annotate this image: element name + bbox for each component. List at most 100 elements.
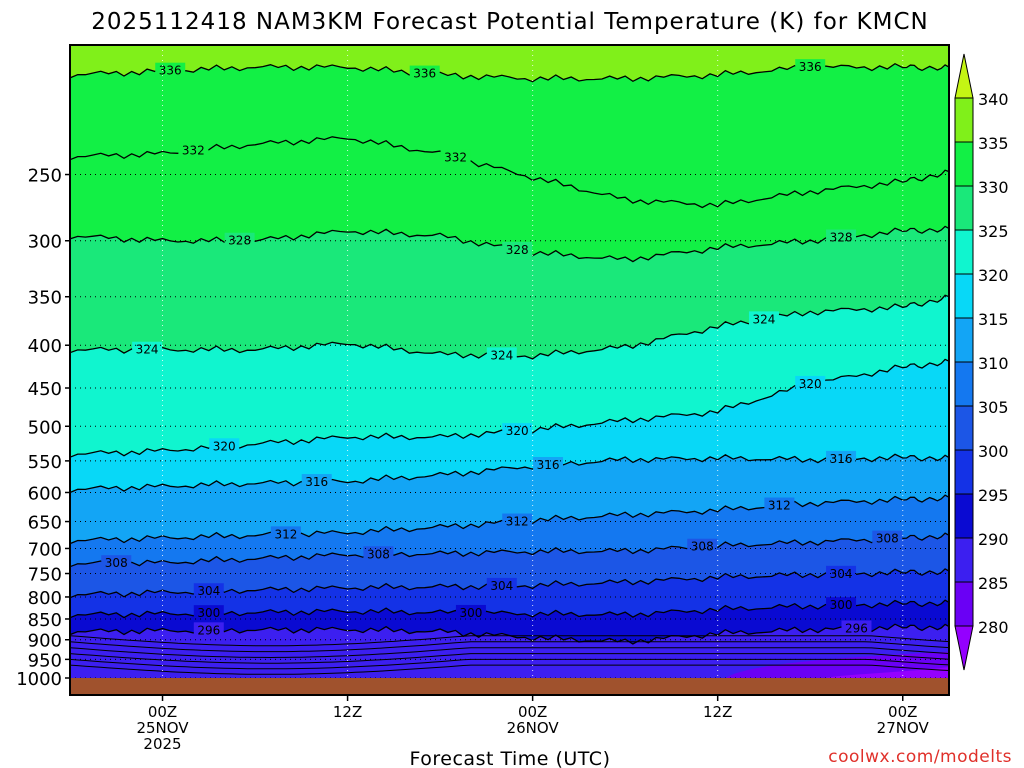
x-tick-label: 27NOV: [877, 719, 930, 737]
contour-label-324: 324: [132, 341, 163, 357]
contour-line-low-5: [69, 664, 950, 675]
contour-label-304: 304: [193, 583, 224, 598]
contour-label-316: 316: [826, 450, 857, 466]
contour-label-296: 296: [193, 622, 224, 637]
contour-label-bg: [178, 142, 209, 157]
contour-label-text: 300: [197, 606, 220, 620]
y-axis: 2503003504004505005506006507007508008509…: [16, 166, 70, 690]
contour-label-312: 312: [502, 513, 533, 529]
colorbar-label: 305: [978, 398, 1009, 417]
contour-label-text: 300: [830, 598, 853, 612]
colorbar-swatch: [954, 141, 974, 187]
contour-label-296: 296: [841, 620, 872, 635]
contour-label-bg: [502, 241, 533, 256]
contour-label-300: 300: [193, 605, 224, 620]
colorbar-label: 330: [978, 178, 1009, 197]
y-tick-label: 550: [28, 452, 62, 473]
contour-label-text: 316: [537, 458, 560, 472]
contour-label-bg: [841, 620, 872, 635]
contour-label-bg: [440, 149, 471, 164]
colorbar-swatch: [954, 493, 974, 539]
contour-label-text: 308: [876, 532, 899, 546]
y-tick-label: 900: [28, 631, 62, 652]
y-tick-label: 700: [28, 539, 62, 560]
contour-label-text: 336: [799, 60, 822, 74]
contour-label-bg: [502, 513, 533, 528]
contour-label-bg: [795, 59, 826, 74]
colorbar-label: 300: [978, 442, 1009, 461]
x-tick-label: 12Z: [703, 703, 732, 721]
colorbar-label: 335: [978, 134, 1009, 153]
contour-label-324: 324: [748, 311, 779, 326]
band-below-296: [70, 624, 949, 678]
contour-label-bg: [301, 474, 332, 489]
contour-label-text: 320: [799, 377, 822, 391]
contour-label-bg: [826, 597, 857, 612]
contour-label-bg: [826, 229, 857, 244]
colorbar-swatch: [954, 449, 974, 495]
colorbar-swatch: [954, 97, 974, 143]
colorbar: 340 335 330 325 320 315 310 305 300 295 290 285 280: [954, 53, 1009, 671]
contour-label-text: 320: [506, 424, 529, 438]
contour-label-text: 312: [506, 515, 529, 529]
contour-label-bg: [101, 555, 132, 570]
contour-label-bg: [209, 438, 240, 453]
contour-label-text: 324: [136, 343, 159, 357]
contour-label-text: 336: [413, 67, 436, 81]
contour-label-300: 300: [455, 604, 486, 620]
contour-label-332: 332: [440, 149, 471, 165]
y-tick-label: 500: [28, 417, 62, 438]
contour-label-316: 316: [533, 457, 564, 472]
contour-label-text: 316: [830, 452, 853, 466]
contour-label-text: 316: [305, 475, 328, 489]
contour-label-bg: [826, 565, 857, 580]
x-tick-label: 00Z: [518, 703, 547, 721]
plot-frame: [69, 44, 950, 696]
contour-line-low-3: [69, 653, 950, 664]
contour-label-bg: [193, 622, 224, 637]
contour-label-text: 328: [228, 234, 251, 248]
contour-label-bg: [193, 583, 224, 598]
contour-label-316: 316: [301, 474, 332, 489]
contour-label-bg: [270, 526, 301, 541]
contour-label-bg: [687, 538, 718, 553]
colorbar-label: 315: [978, 310, 1009, 329]
contour-label-320: 320: [795, 375, 826, 391]
contour-label-328: 328: [502, 241, 533, 257]
contour-label-320: 320: [209, 438, 240, 453]
contour-label-bg: [826, 450, 857, 465]
contour-label-308: 308: [872, 530, 903, 546]
contour-label-text: 308: [105, 556, 128, 570]
colorbar-label: 320: [978, 266, 1009, 285]
y-tick-label: 600: [28, 483, 62, 504]
y-tick-label: 950: [28, 650, 62, 671]
contour-label-bg: [155, 62, 186, 77]
contour-label-bg: [486, 347, 517, 362]
colorbar-swatch: [954, 361, 974, 407]
x-tick-label: 25NOV: [136, 719, 189, 737]
contour-label-text: 324: [752, 312, 775, 326]
contour-label-bg: [363, 546, 394, 561]
x-tick-label: 26NOV: [507, 719, 560, 737]
y-tick-label: 1000: [16, 669, 62, 690]
contour-label-336: 336: [795, 59, 826, 74]
contour-label-text: 328: [830, 231, 853, 245]
contour-label-336: 336: [409, 65, 440, 81]
contour-label-312: 312: [270, 526, 301, 541]
contour-line-312: [69, 494, 950, 545]
colorbar-top-arrow: [954, 53, 974, 99]
contour-label-320: 320: [502, 423, 533, 438]
contour-line-low-1: [69, 641, 950, 653]
contour-label-text: 332: [182, 144, 205, 158]
credit-text: coolwx.com/modelts: [828, 747, 1012, 767]
y-tick-label: 400: [28, 336, 62, 357]
x-tick-label: 00Z: [888, 703, 917, 721]
contour-label-300: 300: [826, 597, 857, 612]
colorbar-label: 295: [978, 486, 1009, 505]
y-tick-label: 750: [28, 565, 62, 586]
contour-label-text: 296: [845, 621, 868, 635]
colorbar-swatch: [954, 273, 974, 319]
colorbar-label: 280: [978, 618, 1009, 637]
y-tick-label: 800: [28, 588, 62, 609]
